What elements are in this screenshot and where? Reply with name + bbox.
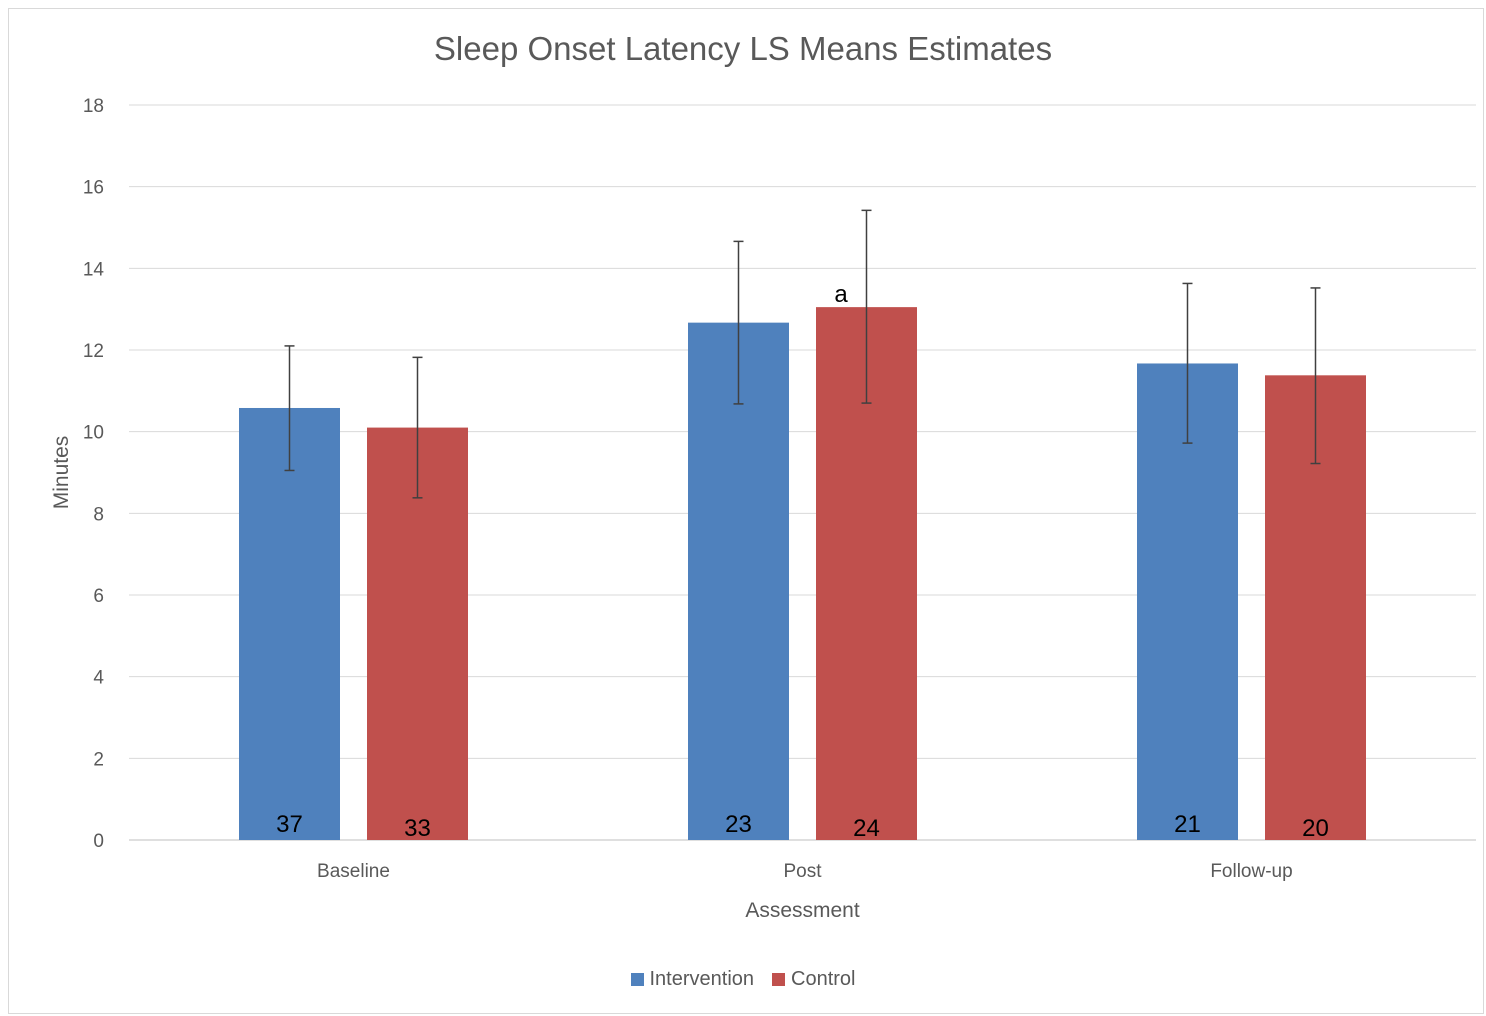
y-tick-label: 12 <box>83 341 104 362</box>
legend-label-control: Control <box>791 968 856 990</box>
y-tick-label: 4 <box>93 668 104 689</box>
data-label: 24 <box>853 815 880 842</box>
data-label: 23 <box>725 811 752 838</box>
bar-intervention-baseline <box>239 407 340 840</box>
legend-item-control: Control <box>772 968 856 991</box>
legend-swatch-control <box>772 973 786 986</box>
y-tick-label: 16 <box>83 178 104 199</box>
y-tick-label: 8 <box>93 504 104 525</box>
legend-item-intervention: Intervention <box>630 968 755 991</box>
legend-label-intervention: Intervention <box>649 968 755 990</box>
bar-intervention-post <box>688 322 789 840</box>
y-tick-label: 0 <box>93 831 104 852</box>
x-axis-label: Assessment <box>745 899 860 922</box>
data-label: 21 <box>1174 811 1201 838</box>
y-tick-label: 14 <box>83 259 105 280</box>
legend-swatch-intervention <box>630 973 644 986</box>
data-label: 37 <box>276 811 303 838</box>
x-tick-label: Follow-up <box>1210 861 1292 882</box>
x-tick-label: Post <box>783 861 822 882</box>
data-label: 33 <box>404 815 431 842</box>
y-tick-label: 10 <box>83 423 104 444</box>
annotation-label: a <box>834 281 848 308</box>
y-axis-label: Minutes <box>50 436 73 510</box>
y-tick-label: 2 <box>93 749 104 770</box>
y-tick-label: 6 <box>93 586 104 607</box>
y-tick-label: 18 <box>83 96 104 117</box>
data-label: 20 <box>1302 815 1329 842</box>
chart-title: Sleep Onset Latency LS Means Estimates <box>433 30 1053 67</box>
legend: Intervention Control <box>0 968 1486 991</box>
x-tick-label: Baseline <box>317 861 390 882</box>
